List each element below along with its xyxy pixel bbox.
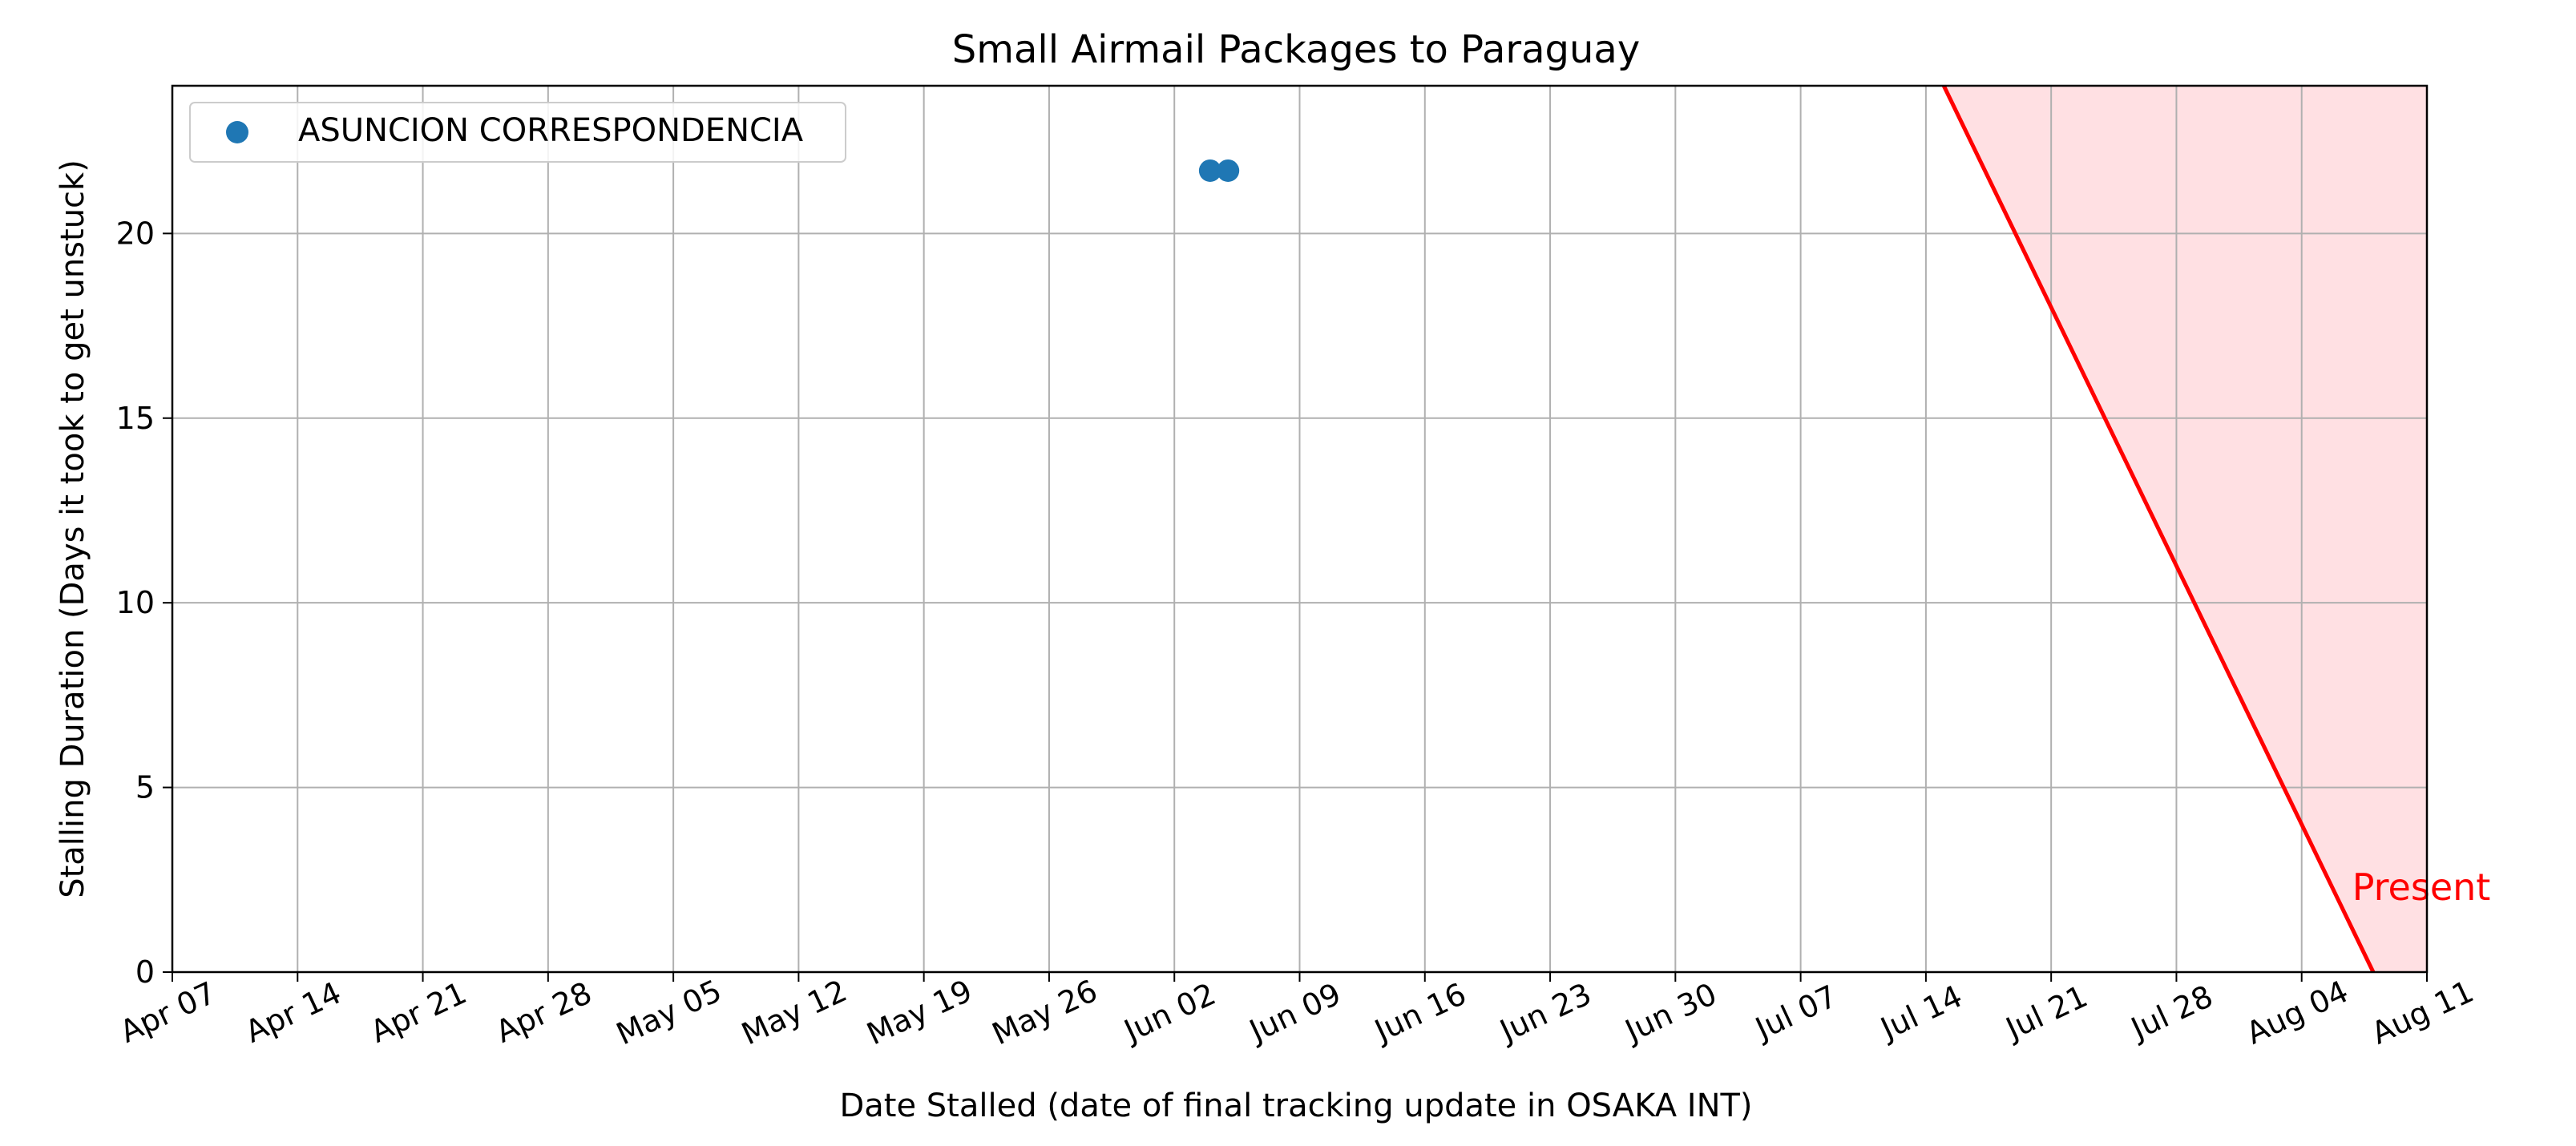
y-tick-label: 10: [116, 585, 155, 620]
future-shaded-region: [1944, 86, 2427, 972]
gridlines: [172, 86, 2428, 973]
present-label: Present: [2352, 866, 2491, 909]
legend-box: [189, 102, 846, 163]
chart-title: Small Airmail Packages to Paraguay: [952, 27, 1640, 72]
y-tick-label: 15: [116, 401, 155, 436]
present-line: [1941, 84, 2376, 974]
y-tick-label: 0: [135, 954, 155, 990]
data-point: [1198, 159, 1221, 182]
future-shade: [1944, 86, 2427, 972]
legend: ASUNCION CORRESPONDENCIA: [189, 102, 846, 163]
x-axis-label: Date Stalled (date of final tracking upd…: [839, 1087, 1752, 1124]
y-tick-label: 20: [116, 216, 155, 251]
present-line-group: Present: [1941, 84, 2491, 974]
y-tick-label: 5: [135, 770, 155, 805]
data-points: [1198, 159, 1240, 182]
y-axis-label: Stalling Duration (Days it took to get u…: [55, 159, 91, 898]
legend-marker: [226, 121, 248, 143]
y-axis-ticks: 0 5 10 15 20: [116, 216, 172, 990]
data-point: [1217, 159, 1240, 182]
legend-label-asuncion: ASUNCION CORRESPONDENCIA: [298, 112, 804, 149]
